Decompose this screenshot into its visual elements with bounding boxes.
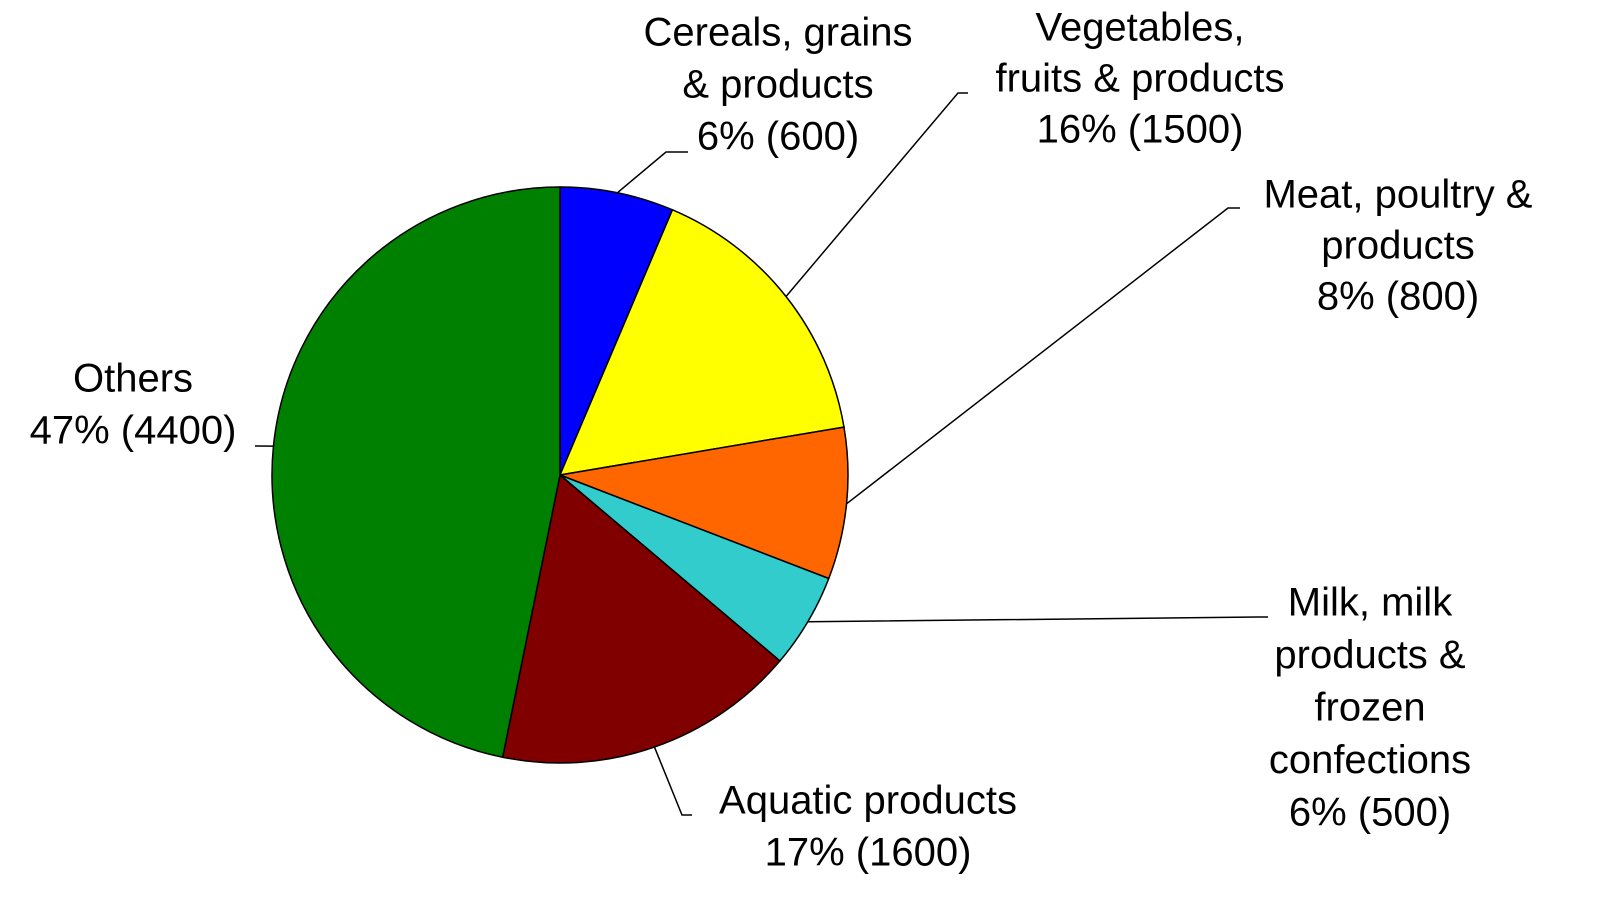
slice-label: Vegetables, fruits & products 16% (1500) [995,6,1284,152]
category-label: Cereals, grains [643,11,912,55]
slice-label: Cereals, grains & products 6% (600) [643,11,912,159]
slice-label: Meat, poultry & products 8% (800) [1263,173,1532,319]
pie-slice [557,426,849,580]
category-label: confections [1269,738,1471,782]
pie-slice [558,208,845,476]
category-label: frozen [1314,686,1425,730]
category-label: Vegetables, [1035,6,1244,50]
category-label: products [1321,224,1474,268]
category-label: Aquatic products [719,779,1017,823]
value-label: 6% (600) [697,115,859,159]
slice-label: Aquatic products 17% (1600) [719,779,1017,875]
pie-slice [271,186,561,759]
value-label: 47% (4400) [30,409,237,453]
pie-slice [559,186,674,476]
leader-line [785,92,968,297]
leader-line [653,746,692,816]
category-label: Milk, milk [1288,581,1453,625]
category-label: products & [1274,633,1466,677]
category-label: fruits & products [995,57,1284,101]
value-label: 6% (500) [1289,791,1451,835]
leader-line [807,616,1268,623]
value-label: 17% (1600) [765,831,972,875]
category-label: Others [73,357,193,401]
value-label: 16% (1500) [1037,108,1244,152]
category-label: Meat, poultry & [1263,173,1532,217]
value-label: 8% (800) [1317,275,1479,319]
leader-line [846,207,1240,505]
leader-line [616,151,688,194]
slice-label: Others 47% (4400) [30,357,237,453]
category-label: & products [682,63,873,107]
slice-label: Milk, milk products & frozen confections 6% … [1269,581,1471,835]
